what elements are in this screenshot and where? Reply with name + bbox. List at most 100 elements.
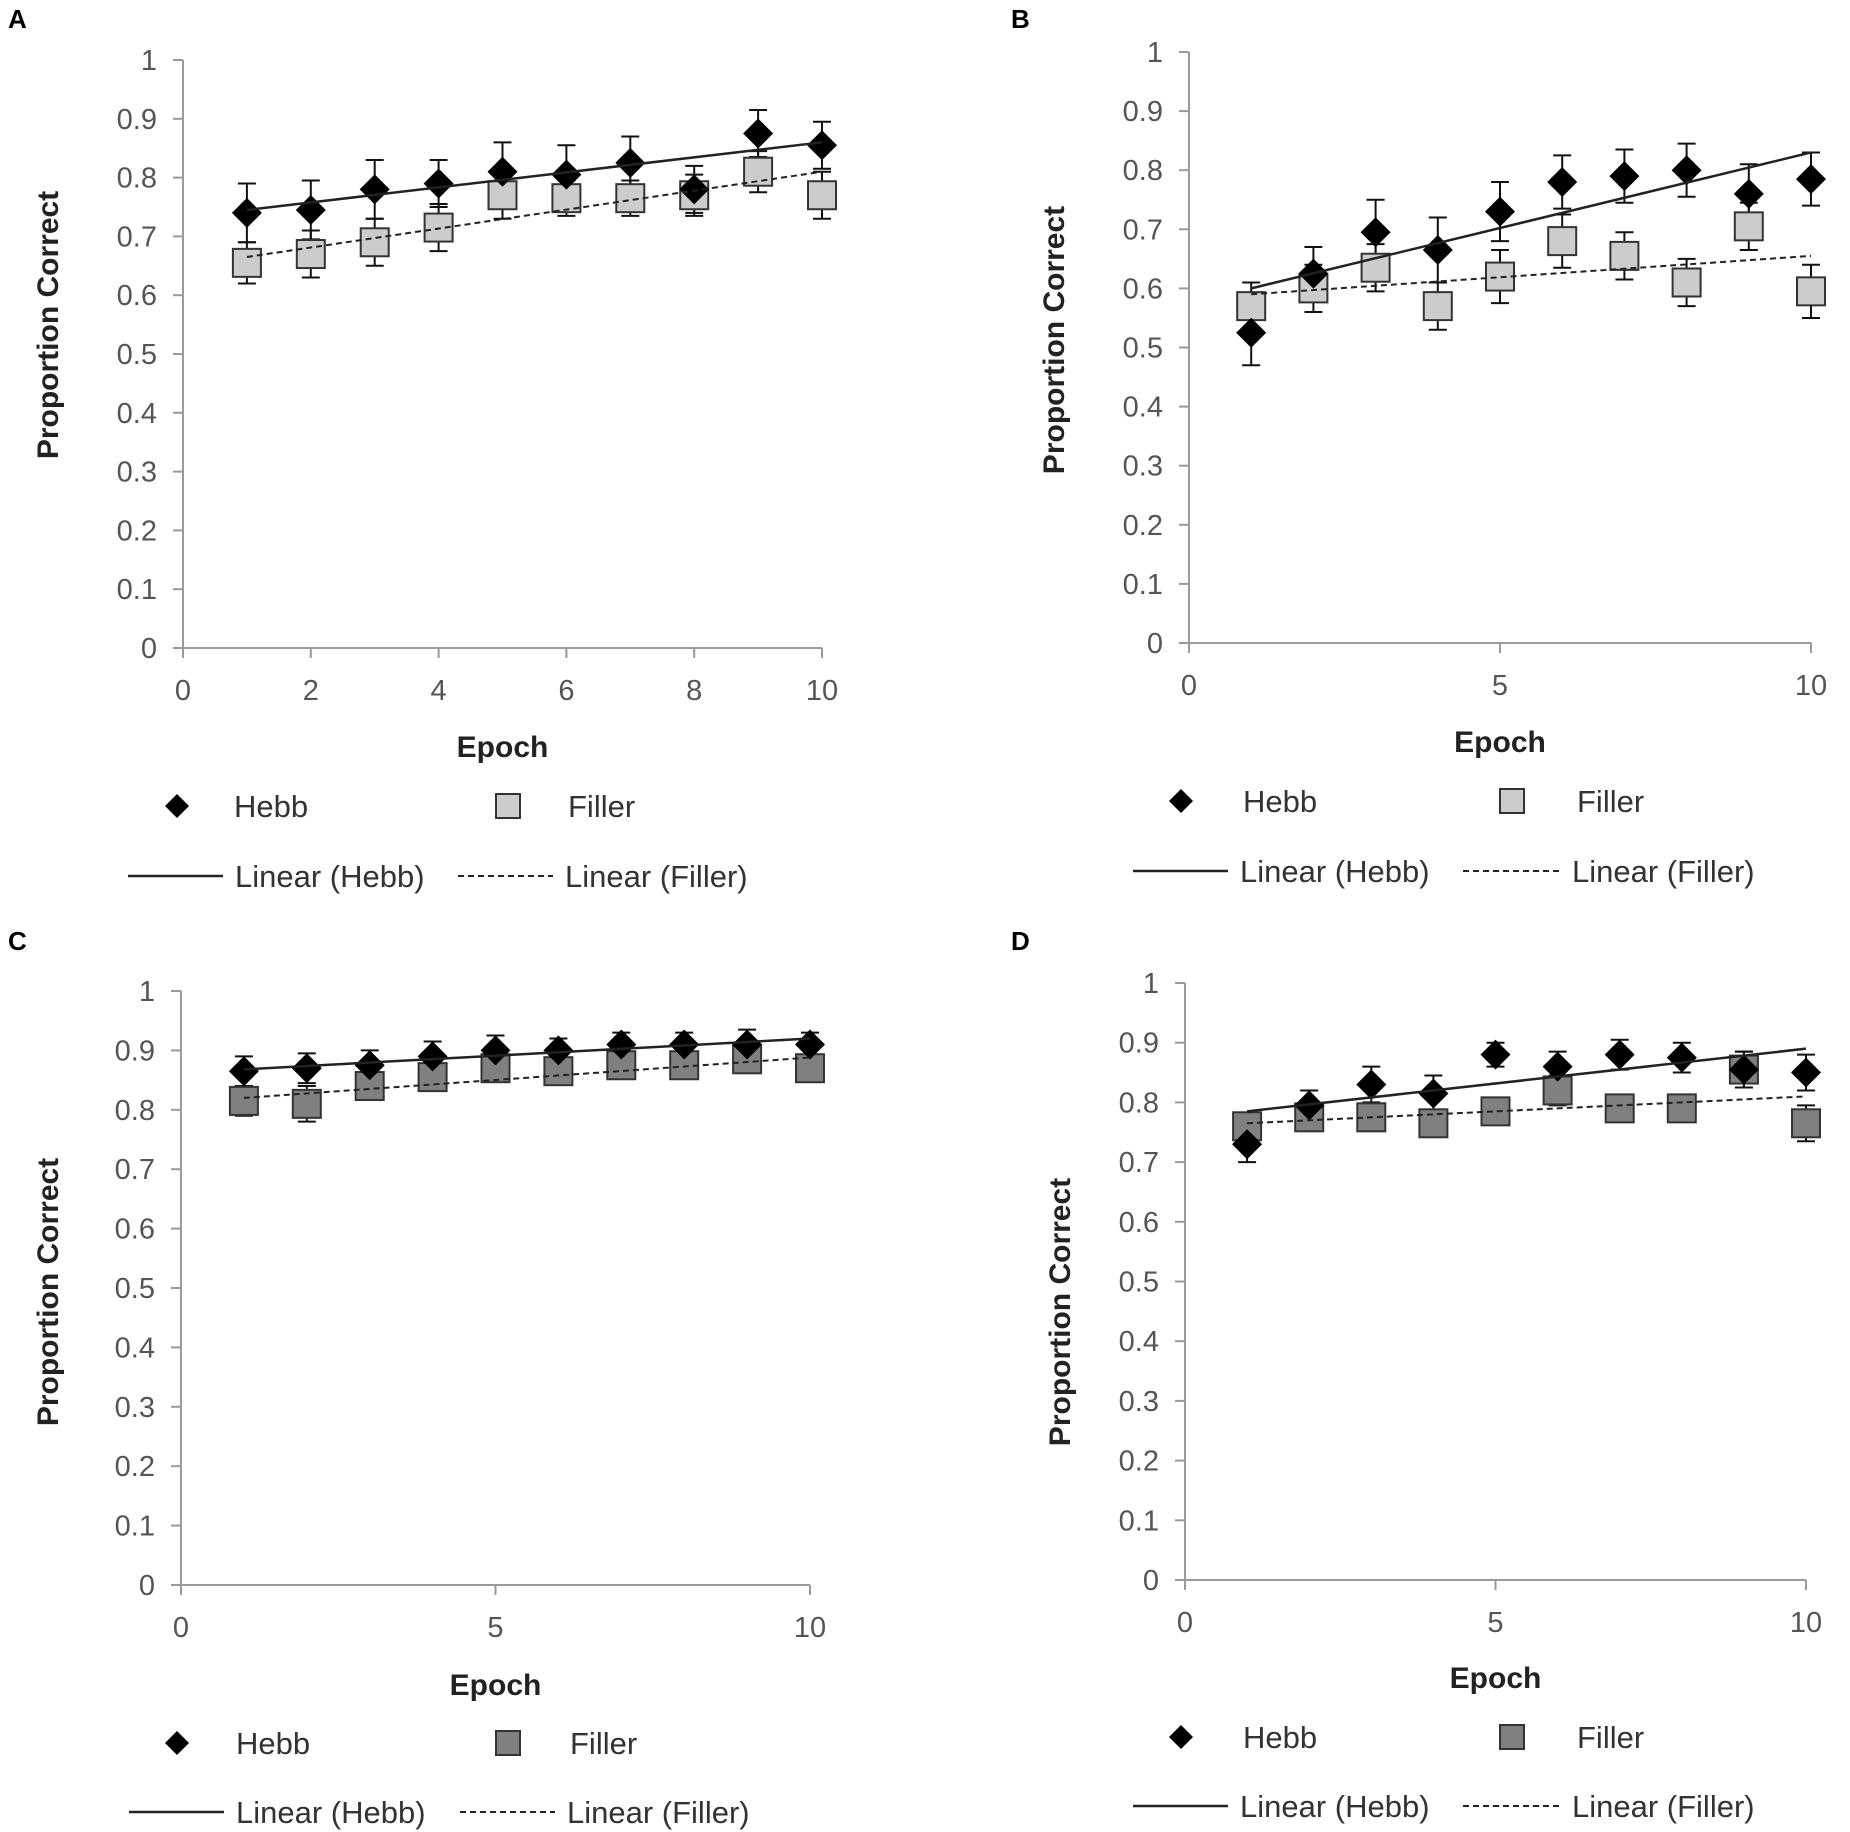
hebb-point [1791,1057,1821,1088]
hebb-point [1733,178,1764,209]
y-tick-label: 0.2 [115,1451,155,1483]
legend-linear-filler-label: Linear (Filler) [565,859,748,894]
hebb-point [1418,1078,1449,1109]
hebb-point [543,1035,574,1066]
y-tick-label: 0 [1147,628,1163,660]
chart-panel-b: B00.10.20.30.40.50.60.70.80.910 5 10EpochP… [1011,4,1827,889]
filler-point [1236,291,1267,322]
linear-hebb-trendline [1246,1047,1807,1113]
y-tick-label: 1 [141,45,157,77]
linear-hebb-trendline [246,141,823,212]
legend-filler-label: Filler [570,1726,637,1761]
hebb-point [354,1050,385,1081]
y-tick-label: 0.9 [115,1035,155,1067]
legend-filler-label: Filler [1577,1720,1644,1755]
filler-point [228,1085,259,1116]
y-axis-label: Proportion Correct [32,1158,65,1426]
filler-point [1604,1093,1635,1124]
filler-point [1791,1108,1821,1139]
filler-point [615,183,646,214]
legend-filler-marker [495,793,521,819]
hebb-point [228,1056,259,1087]
y-tick-label: 0.4 [115,1332,155,1364]
y-tick-label: 0.2 [1119,1446,1159,1478]
hebb-point [732,1029,763,1060]
linear-filler-trendline [243,1056,811,1099]
y-tick-label: 0.6 [1123,273,1163,305]
y-tick-label: 0.5 [115,1273,155,1305]
x-axis-label: Epoch [1454,726,1546,759]
hebb-point [1360,217,1391,248]
filler-point [743,156,774,187]
hebb-point [551,159,582,190]
x-tick-label: 0 [1177,1607,1193,1639]
y-axis-label: Proportion Correct [1044,1178,1077,1446]
legend-filler-label: Filler [1577,784,1644,819]
y-tick-label: 0.1 [1119,1505,1159,1537]
linear-filler-trendline [1247,1095,1807,1125]
x-tick-label: 5 [1487,1607,1503,1639]
filler-point [1480,1096,1511,1127]
y-tick-label: 1 [1143,968,1159,1000]
y-tick-label: 0.3 [1119,1386,1159,1418]
x-tick-label: 6 [558,675,574,707]
legend-hebb-marker [1169,789,1193,813]
x-tick-label: 8 [686,675,702,707]
legend-filler-marker [1499,788,1525,814]
legend-c: Hebb Filler Linear (Hebb) Linear (Filler) [129,1726,750,1830]
y-tick-label: 0.9 [1119,1028,1159,1060]
hebb-point [743,118,774,149]
filler-point [1547,226,1578,257]
filler-point [1422,291,1453,322]
legend-filler-marker [495,1730,521,1756]
hebb-point [1485,196,1515,227]
filler-point [1418,1108,1449,1139]
filler-point [1733,211,1764,242]
linear-filler-trendline [246,170,823,258]
x-tick-label: 2 [303,675,319,707]
y-tick-label: 0.3 [117,457,157,489]
y-tick-label: 0.9 [117,104,157,136]
hebb-point [291,1053,322,1084]
x-tick-label: 0 [1181,670,1197,702]
filler-point [1542,1075,1573,1106]
y-tick-label: 0.8 [117,163,157,195]
filler-point [231,247,262,278]
y-tick-label: 1 [139,976,155,1008]
x-tick-label: 5 [487,1612,503,1644]
panel-label-b: B [1011,4,1030,34]
filler-point [807,180,837,211]
y-tick-label: 0.5 [1119,1267,1159,1299]
y-tick-label: 0 [141,633,157,665]
linear-hebb-trendline [243,1037,811,1071]
legend-hebb-marker [1169,1725,1193,1749]
legend-hebb-label: Hebb [1243,784,1317,819]
legend-hebb-label: Hebb [234,789,308,824]
filler-point [291,1088,322,1119]
y-tick-label: 0.4 [1123,392,1163,424]
hebb-point [1480,1039,1511,1070]
hebb-point [615,147,646,178]
filler-point [1485,261,1515,292]
y-tick-label: 0.6 [1119,1207,1159,1239]
legend-linear-hebb-label: Linear (Hebb) [1240,1789,1430,1824]
x-tick-label: 5 [1492,670,1508,702]
y-tick-label: 0.8 [1123,155,1163,187]
filler-point [480,1053,511,1084]
hebb-point [1796,164,1826,195]
hebb-point [359,174,390,205]
chart-panel-c: C00.10.20.30.40.50.60.70.80.910 5 10EpochP… [8,926,826,1830]
y-tick-label: 0.3 [115,1392,155,1424]
hebb-point [1609,161,1640,192]
legend-linear-hebb-label: Linear (Hebb) [236,1795,426,1830]
y-tick-label: 0.7 [1119,1147,1159,1179]
y-tick-label: 0.6 [117,280,157,312]
hebb-point [795,1029,825,1060]
legend-filler-label: Filler [568,789,635,824]
hebb-point [1236,317,1267,348]
hebb-point [417,1041,448,1072]
legend-filler-marker [1499,1724,1525,1750]
y-tick-label: 0.7 [1123,214,1163,246]
hebb-point [1604,1039,1635,1070]
hebb-point [423,168,454,199]
